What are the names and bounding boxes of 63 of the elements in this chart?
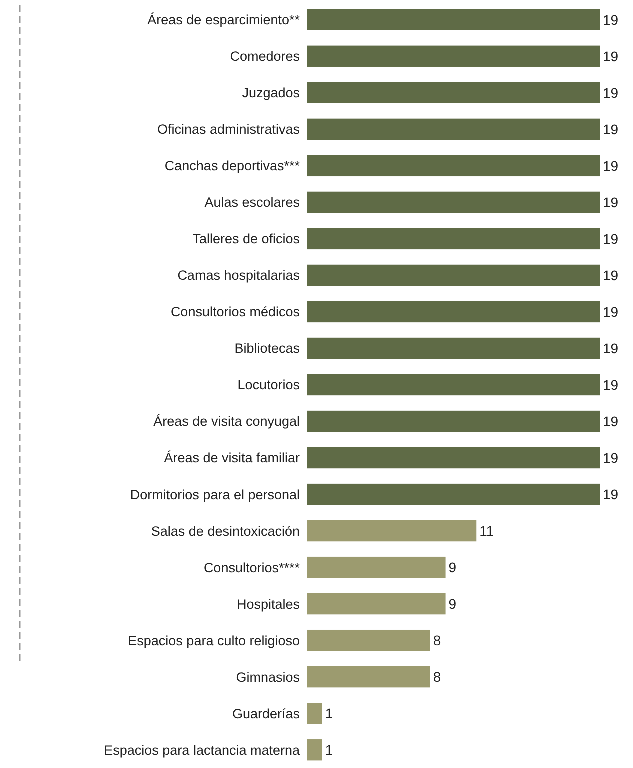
y-tick-label: Salas de desintoxicación [151, 524, 300, 539]
bar [307, 338, 600, 360]
data-label: 19 [603, 12, 619, 28]
y-tick-label: Guarderías [232, 706, 300, 722]
data-label: 1 [325, 706, 334, 722]
data-label: 19 [603, 486, 619, 502]
bar [307, 118, 600, 140]
bar [307, 556, 446, 578]
bar [307, 228, 600, 250]
y-tick-label: Espacios para culto religioso [128, 633, 300, 648]
bar [307, 155, 600, 177]
y-tick-label: Consultorios**** [204, 560, 301, 576]
bar [307, 301, 600, 323]
bar [307, 666, 430, 688]
bar [307, 703, 322, 724]
data-label: 19 [603, 304, 619, 320]
y-tick-label: Espacios para lactancia materna [104, 742, 300, 758]
y-tick-label: Hospitales [236, 596, 300, 612]
data-label: 19 [603, 230, 619, 247]
y-tick-label: Oficinas administrativas [157, 122, 300, 138]
data-label: 19 [603, 121, 619, 138]
y-tick-label: Áreas de visita conyugal [154, 414, 300, 430]
y-tick-label: Talleres de oficios [192, 232, 300, 247]
data-label: 19 [603, 450, 619, 466]
data-label: 19 [603, 158, 619, 174]
y-tick-label: Bibliotecas [234, 341, 300, 356]
y-tick-label: Consultorios médicos [170, 304, 300, 320]
data-label: 19 [603, 413, 619, 430]
data-label: 9 [448, 559, 457, 576]
bar [307, 740, 322, 761]
data-label: 1 [325, 742, 334, 758]
y-tick-label: Gimnasios [236, 670, 300, 685]
bar [307, 46, 600, 67]
bar [307, 593, 446, 615]
bar [307, 192, 600, 214]
data-label: 9 [448, 596, 457, 612]
y-tick-label: Aulas escolares [204, 195, 300, 210]
y-tick-label: Juzgados [242, 86, 300, 101]
bar [307, 374, 600, 396]
y-tick-label: Comedores [230, 49, 300, 64]
bar [307, 82, 600, 104]
bar [307, 630, 430, 652]
bar [307, 484, 600, 506]
data-label: 8 [433, 668, 442, 685]
bar [307, 520, 477, 542]
data-label: 19 [603, 267, 619, 284]
data-label: 19 [603, 194, 619, 210]
data-label: 11 [480, 522, 494, 539]
y-tick-label: Canchas deportivas*** [164, 158, 301, 174]
data-label: 19 [603, 376, 619, 393]
y-tick-label: Camas hospitalarias [178, 268, 300, 284]
y-tick-label: Locutorios [238, 378, 300, 393]
bar [307, 447, 600, 469]
bar [307, 410, 600, 432]
data-label: 19 [603, 340, 619, 356]
bar [307, 9, 600, 30]
y-tick-label: Áreas de esparcimiento** [148, 12, 301, 28]
y-tick-label: Áreas de visita familiar [164, 450, 300, 466]
bar [307, 264, 600, 286]
y-tick-label: Dormitorios para el personal [130, 487, 300, 502]
data-label: 19 [603, 84, 619, 101]
data-label: 19 [603, 48, 619, 64]
data-label: 8 [433, 632, 442, 648]
